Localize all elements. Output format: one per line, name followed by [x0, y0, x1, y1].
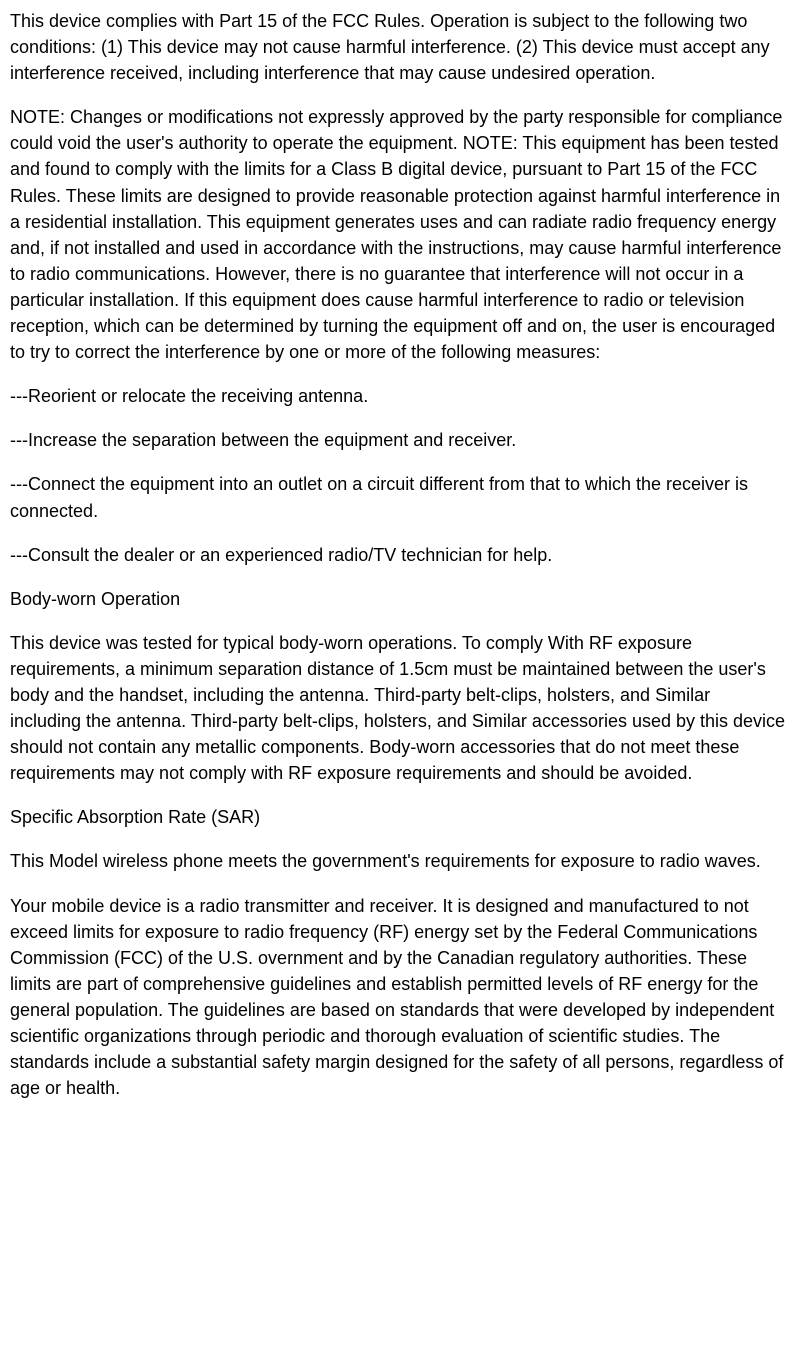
- sar-intro-paragraph: This Model wireless phone meets the gove…: [10, 848, 786, 874]
- measure-reorient: ---Reorient or relocate the receiving an…: [10, 383, 786, 409]
- fcc-note-paragraph: NOTE: Changes or modifications not expre…: [10, 104, 786, 365]
- measure-separation: ---Increase the separation between the e…: [10, 427, 786, 453]
- sar-detail-paragraph: Your mobile device is a radio transmitte…: [10, 893, 786, 1102]
- measure-consult: ---Consult the dealer or an experienced …: [10, 542, 786, 568]
- sar-heading: Specific Absorption Rate (SAR): [10, 804, 786, 830]
- measure-circuit: ---Connect the equipment into an outlet …: [10, 471, 786, 523]
- body-worn-paragraph: This device was tested for typical body-…: [10, 630, 786, 787]
- body-worn-heading: Body-worn Operation: [10, 586, 786, 612]
- fcc-compliance-paragraph: This device complies with Part 15 of the…: [10, 8, 786, 86]
